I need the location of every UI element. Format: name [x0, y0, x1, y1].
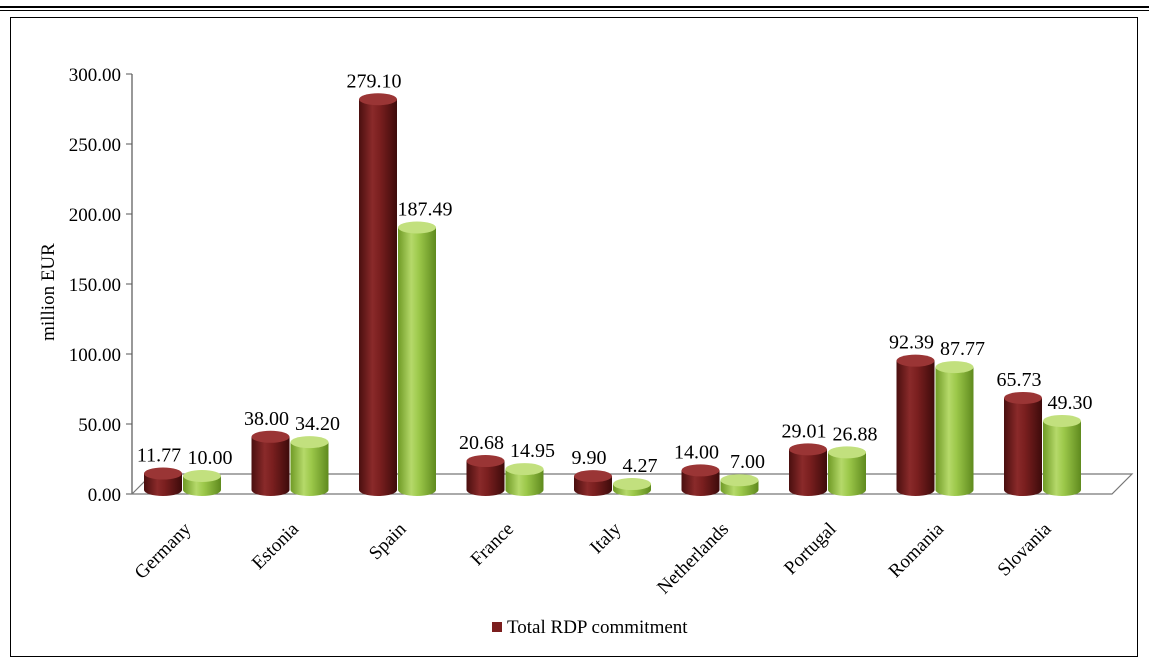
- x-tick-label-romania: Romania: [885, 518, 949, 582]
- legend-label-total-rdp: Total RDP commitment: [507, 617, 688, 638]
- y-tick-label: 50.00: [78, 415, 121, 436]
- data-label-portugal-series-1: 29.01: [782, 420, 827, 442]
- y-tick-label: 300.00: [69, 65, 121, 86]
- bar-germany-series-1: [144, 467, 182, 496]
- data-labels: 11.77 10.00 38.00 34.20 279.10 187.49 20.68 14.…: [137, 70, 1093, 477]
- data-label-germany-series-1: 11.77: [137, 445, 181, 467]
- bar-romania-series-1: [896, 354, 935, 497]
- y-axis-label: million EUR: [38, 243, 59, 341]
- bar-france-series-1: [466, 455, 505, 497]
- data-label-spain-series-2: 187.49: [398, 199, 453, 221]
- axes: 0.00 50.00 100.00 150.00 200.00 250.00 300.00 G…: [69, 65, 1134, 599]
- data-label-netherlands-series-1: 14.00: [674, 441, 719, 463]
- legend-swatch-total-rdp: [492, 622, 502, 632]
- x-tick-label-italy: Italy: [586, 518, 626, 558]
- bars: [144, 93, 1081, 497]
- x-tick-label-estonia: Estonia: [248, 518, 304, 574]
- data-label-romania-series-1: 92.39: [889, 332, 934, 354]
- bar-romania-series-2: [935, 361, 974, 497]
- bar-chart: 0.00 50.00 100.00 150.00 200.00 250.00 300.00 G…: [38, 65, 1134, 638]
- data-label-portugal-series-2: 26.88: [833, 423, 878, 445]
- data-label-france-series-2: 14.95: [510, 440, 555, 462]
- data-label-spain-series-1: 279.10: [347, 70, 402, 92]
- x-tick-label-spain: Spain: [365, 518, 411, 564]
- bar-spain-series-1: [359, 93, 397, 496]
- y-tick-label: 100.00: [69, 345, 121, 366]
- x-tick-label-portugal: Portugal: [780, 519, 840, 579]
- x-tick-label-netherlands: Netherlands: [653, 519, 733, 599]
- y-tick-label: 200.00: [69, 205, 121, 226]
- bar-netherlands-series-2: [720, 474, 759, 497]
- bar-estonia-series-1: [251, 430, 290, 497]
- y-tick-label: 250.00: [69, 135, 121, 156]
- legend: Total RDP commitment: [492, 617, 688, 638]
- x-tick-label-france: France: [467, 519, 518, 570]
- bar-slovania-series-1: [1004, 391, 1042, 496]
- data-label-slovania-series-2: 49.30: [1048, 392, 1093, 414]
- data-label-estonia-series-2: 34.20: [295, 413, 340, 435]
- bar-estonia-series-2: [290, 436, 329, 497]
- data-label-italy-series-1: 9.90: [572, 447, 607, 469]
- y-tick-label: 150.00: [69, 275, 121, 296]
- bar-france-series-2: [505, 463, 544, 497]
- bar-germany-series-2: [183, 470, 221, 496]
- y-tick-label: 0.00: [88, 485, 121, 506]
- bar-slovania-series-2: [1043, 414, 1081, 496]
- x-tick-label-germany: Germany: [131, 518, 196, 583]
- bar-netherlands-series-1: [681, 464, 720, 497]
- data-label-italy-series-2: 4.27: [623, 455, 658, 477]
- data-label-slovania-series-1: 65.73: [997, 369, 1042, 391]
- data-label-france-series-1: 20.68: [459, 432, 504, 454]
- data-label-germany-series-2: 10.00: [188, 447, 233, 469]
- data-label-netherlands-series-2: 7.00: [730, 451, 765, 473]
- x-tick-label-slovania: Slovania: [994, 518, 1056, 580]
- bar-spain-series-2: [398, 221, 436, 496]
- header-rule-thick: [0, 6, 1149, 8]
- bar-italy-series-1: [574, 470, 612, 496]
- data-label-romania-series-2: 87.77: [940, 338, 985, 360]
- header-rule-thin: [0, 10, 1149, 11]
- data-label-estonia-series-1: 38.00: [244, 408, 289, 430]
- bar-italy-series-2: [613, 478, 651, 496]
- bar-portugal-series-2: [828, 446, 866, 496]
- bar-portugal-series-1: [789, 443, 827, 496]
